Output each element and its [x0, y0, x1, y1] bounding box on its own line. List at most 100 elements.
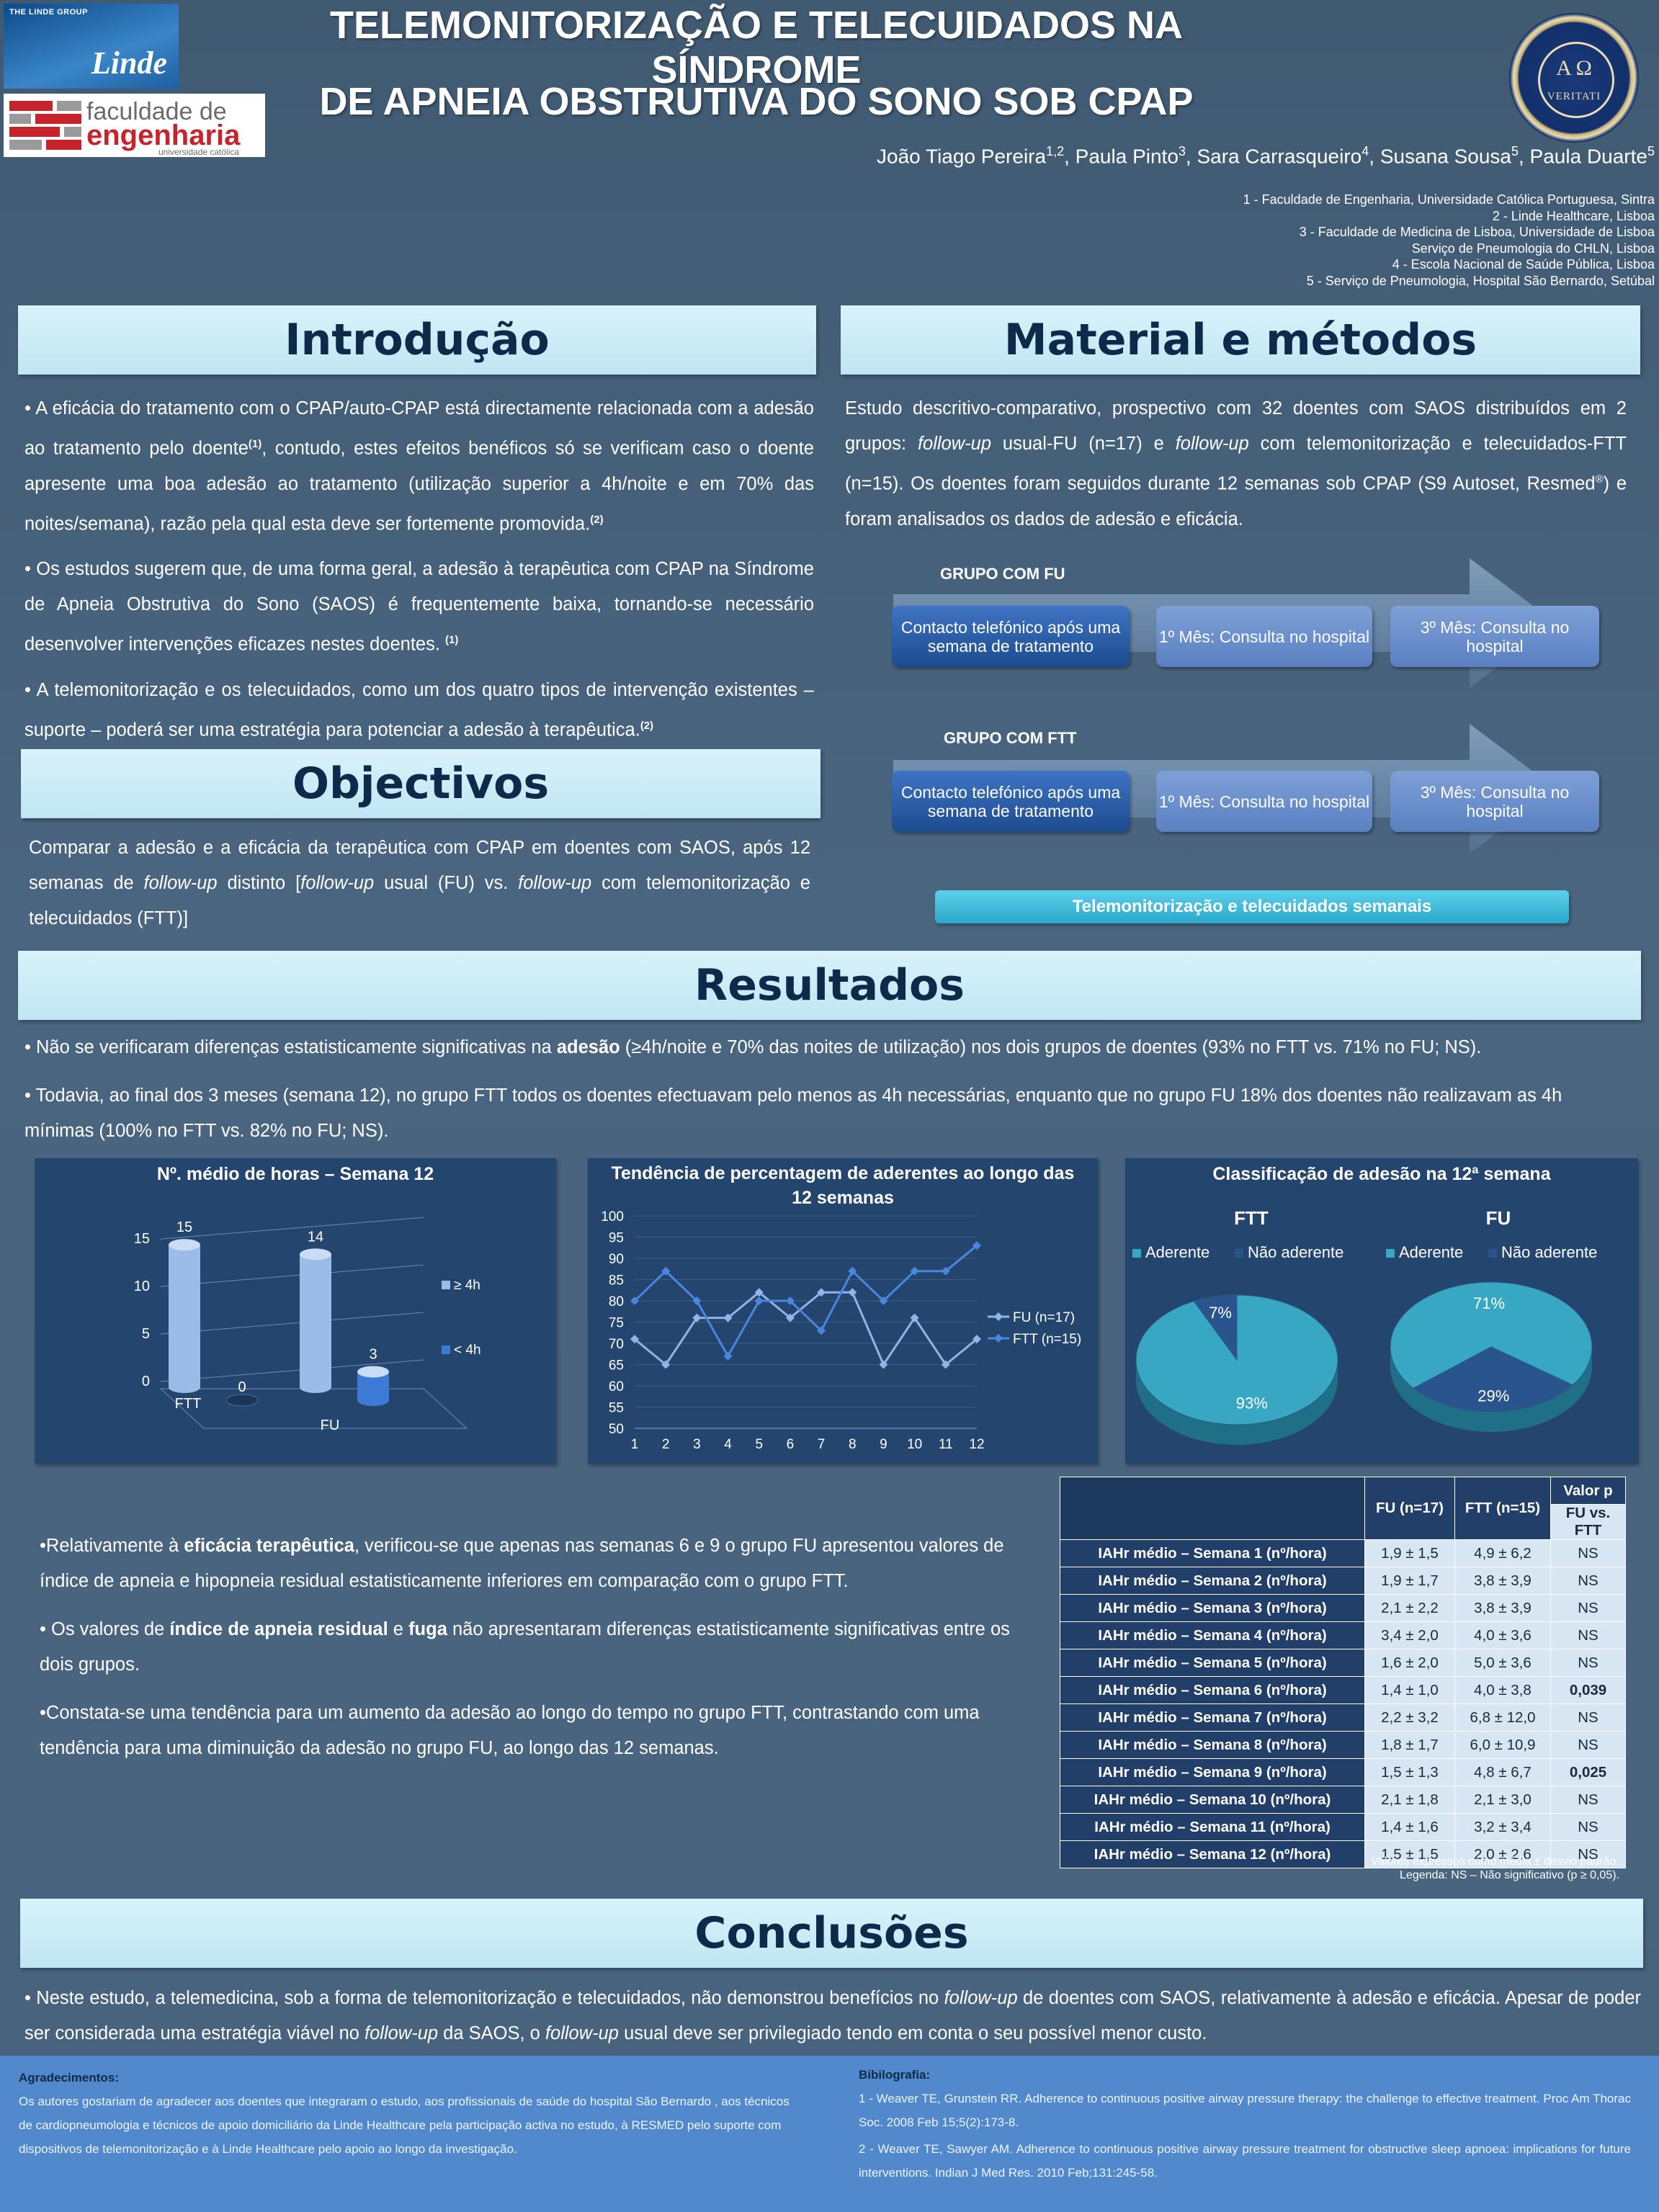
chart-tendencia-panel: Tendência de percentagem de aderentes ao… — [588, 1158, 1098, 1464]
line-legend-marker — [994, 1312, 1003, 1321]
cell-p: NS — [1550, 1786, 1626, 1814]
line-point — [723, 1351, 733, 1361]
pie-slice-não-aderente — [1193, 1294, 1238, 1361]
row-label: IAHr médio – Semana 4 (nº/hora) — [1060, 1621, 1365, 1649]
poster-title-line2: DE APNEIA OBSTRUTIVA DO SONO SOB CPAP — [319, 80, 1194, 123]
bar-ytick-label: 15 — [134, 1231, 150, 1247]
table-row: IAHr médio – Semana 5 (nº/hora) 1,6 ± 2,0… — [1060, 1649, 1626, 1677]
author-name: Susana Sousa — [1379, 145, 1511, 168]
objectivos-heading: Objectivos — [21, 749, 820, 818]
table-row: IAHr médio – Semana 8 (nº/hora) 1,8 ± 1,7… — [1060, 1731, 1626, 1759]
line-point — [754, 1288, 764, 1297]
metodos-body: Estudo descritivo-comparativo, prospecti… — [845, 391, 1627, 547]
affiliation-line: 3 - Faculdade de Medicina de Lisboa, Uni… — [1299, 225, 1655, 239]
fe-logo-line3: universidade católica — [158, 147, 240, 157]
table-header-fu: FU (n=17) — [1364, 1477, 1455, 1540]
row-label: IAHr médio – Semana 7 (nº/hora) — [1060, 1703, 1365, 1732]
line-point — [848, 1288, 857, 1297]
affiliation-line: 5 - Serviço de Pneumologia, Hospital São… — [1306, 273, 1655, 288]
table-row: IAHr médio – Semana 9 (nº/hora) 1,5 ± 1,3… — [1060, 1758, 1626, 1786]
introducao-paragraph-1: • A eficácia do tratamento com o CPAP/au… — [24, 398, 814, 534]
objectivos-body: Comparar a adesão e a eficácia da terapê… — [29, 830, 810, 946]
fu-step-3mes: 3º Mês: Consulta no hospital — [1390, 606, 1599, 667]
line-xtick-label: 6 — [787, 1437, 795, 1452]
cell-fu: 1,5 ± 1,3 — [1364, 1758, 1455, 1786]
line-ytick-label: 80 — [609, 1294, 624, 1309]
bar-legend-swatch — [442, 1345, 450, 1354]
line-xtick-label: 7 — [818, 1437, 826, 1452]
affiliation-line: 1 - Faculdade de Engenharia, Universidad… — [1243, 192, 1655, 207]
cell-p: NS — [1550, 1539, 1626, 1567]
table-row: IAHr médio – Semana 7 (nº/hora) 2,2 ± 3,2… — [1060, 1703, 1626, 1732]
table-note-1: Valores expressos como média ± desvio pa… — [1371, 1855, 1619, 1868]
row-label: IAHr médio – Semana 1 (nº/hora) — [1060, 1539, 1365, 1567]
table-row: IAHr médio – Semana 6 (nº/hora) 1,4 ± 1,0… — [1060, 1676, 1626, 1704]
line-point — [941, 1360, 950, 1369]
line-xtick-label: 10 — [907, 1437, 922, 1452]
resultados-paragraph-2: • Todavia, ao final dos 3 meses (semana … — [24, 1085, 1562, 1141]
bar-ge4h-FU — [300, 1254, 331, 1387]
pie-legend-label: Aderente — [1399, 1243, 1463, 1261]
pie-slice-não-aderente — [1413, 1346, 1574, 1412]
cell-ftt: 2,0 ± 2,6 — [1454, 1840, 1551, 1868]
author-affiliation-sup: 1,2 — [1046, 144, 1065, 158]
cell-p: NS — [1550, 1649, 1626, 1677]
line-point — [661, 1266, 671, 1276]
cell-p: NS — [1550, 1813, 1626, 1841]
pie-name-label: FTT — [1234, 1207, 1269, 1229]
line-point — [817, 1326, 826, 1335]
bar-top-cap — [357, 1366, 389, 1378]
bar-bottom-cap — [300, 1382, 331, 1393]
affiliation-line: 2 - Linde Healthcare, Lisboa — [1492, 208, 1655, 223]
table-row: IAHr médio – Semana 10 (nº/hora) 2,1 ± 1,… — [1060, 1786, 1626, 1814]
cell-fu: 1,8 ± 1,7 — [1364, 1731, 1455, 1759]
row-label: IAHr médio – Semana 11 (nº/hora) — [1060, 1813, 1365, 1841]
bar-legend-swatch — [442, 1281, 450, 1289]
bar-ytick-label: 10 — [134, 1279, 150, 1294]
table-header-ftt: FTT (n=15) — [1454, 1477, 1551, 1540]
bar-category-label: FTT — [175, 1396, 202, 1412]
eficacia-body: •Relativamente à eficácia terapêutica, v… — [40, 1528, 1012, 1779]
line-legend-label: FTT (n=15) — [1013, 1332, 1081, 1347]
line-ytick-label: 70 — [609, 1337, 624, 1352]
linde-logo: THE LINDE GROUP Linde — [4, 4, 179, 89]
line-xtick-label: 9 — [880, 1437, 887, 1452]
introducao-heading: Introdução — [18, 305, 816, 375]
line-series-fu — [634, 1291, 978, 1367]
university-seal: Α Ω VERITATI — [1509, 13, 1639, 143]
line-point — [785, 1297, 795, 1305]
line-point — [972, 1241, 981, 1250]
bar-gridline — [160, 1264, 424, 1287]
agradecimentos: Agradecimentos: Os autores gostariam de … — [19, 2066, 797, 2161]
cell-fu: 1,6 ± 2,0 — [1364, 1649, 1455, 1677]
table-header-fu-vs-ftt: FU vs. FTT — [1550, 1504, 1626, 1540]
introducao-paragraph-3: • A telemonitorização e os telecuidados,… — [24, 679, 814, 740]
line-ytick-label: 65 — [609, 1358, 624, 1374]
cell-ftt: 2,1 ± 3,0 — [1454, 1786, 1551, 1814]
line-point — [630, 1297, 639, 1305]
line-ytick-label: 95 — [609, 1231, 624, 1246]
cell-fu: 1,9 ± 1,7 — [1364, 1567, 1455, 1595]
authors-line: João Tiago Pereira1,2, Paula Pinto3, Sar… — [877, 144, 1655, 168]
pie-data-label: 7% — [1209, 1304, 1232, 1322]
linde-group-label: THE LINDE GROUP — [9, 8, 88, 17]
cell-ftt: 4,9 ± 6,2 — [1454, 1539, 1551, 1567]
row-label: IAHr médio – Semana 6 (nº/hora) — [1060, 1676, 1365, 1704]
bar-gridline — [160, 1312, 424, 1335]
cell-ftt: 6,0 ± 10,9 — [1454, 1731, 1551, 1759]
line-point — [785, 1313, 795, 1322]
author-affiliation-sup: 5 — [1511, 144, 1519, 158]
line-point — [941, 1266, 950, 1276]
bar-legend-label: < 4h — [454, 1343, 481, 1358]
agradecimentos-heading: Agradecimentos: — [19, 2071, 119, 2085]
table-header-valor-p: Valor p — [1550, 1477, 1626, 1505]
metodos-paragraph: Estudo descritivo-comparativo, prospecti… — [845, 398, 1627, 529]
table-row: IAHr médio – Semana 11 (nº/hora) 1,4 ± 1,… — [1060, 1813, 1626, 1841]
bar-top-cap — [169, 1239, 200, 1251]
pie-legend-label: Não aderente — [1501, 1243, 1597, 1261]
line-series-ftt — [633, 1245, 978, 1358]
faculdade-engenharia-logo: faculdade de engenharia universidade cat… — [4, 94, 265, 157]
row-label: IAHr médio – Semana 9 (nº/hora) — [1060, 1758, 1365, 1786]
line-xtick-label: 12 — [969, 1437, 984, 1452]
cell-fu: 2,2 ± 3,2 — [1364, 1703, 1455, 1732]
